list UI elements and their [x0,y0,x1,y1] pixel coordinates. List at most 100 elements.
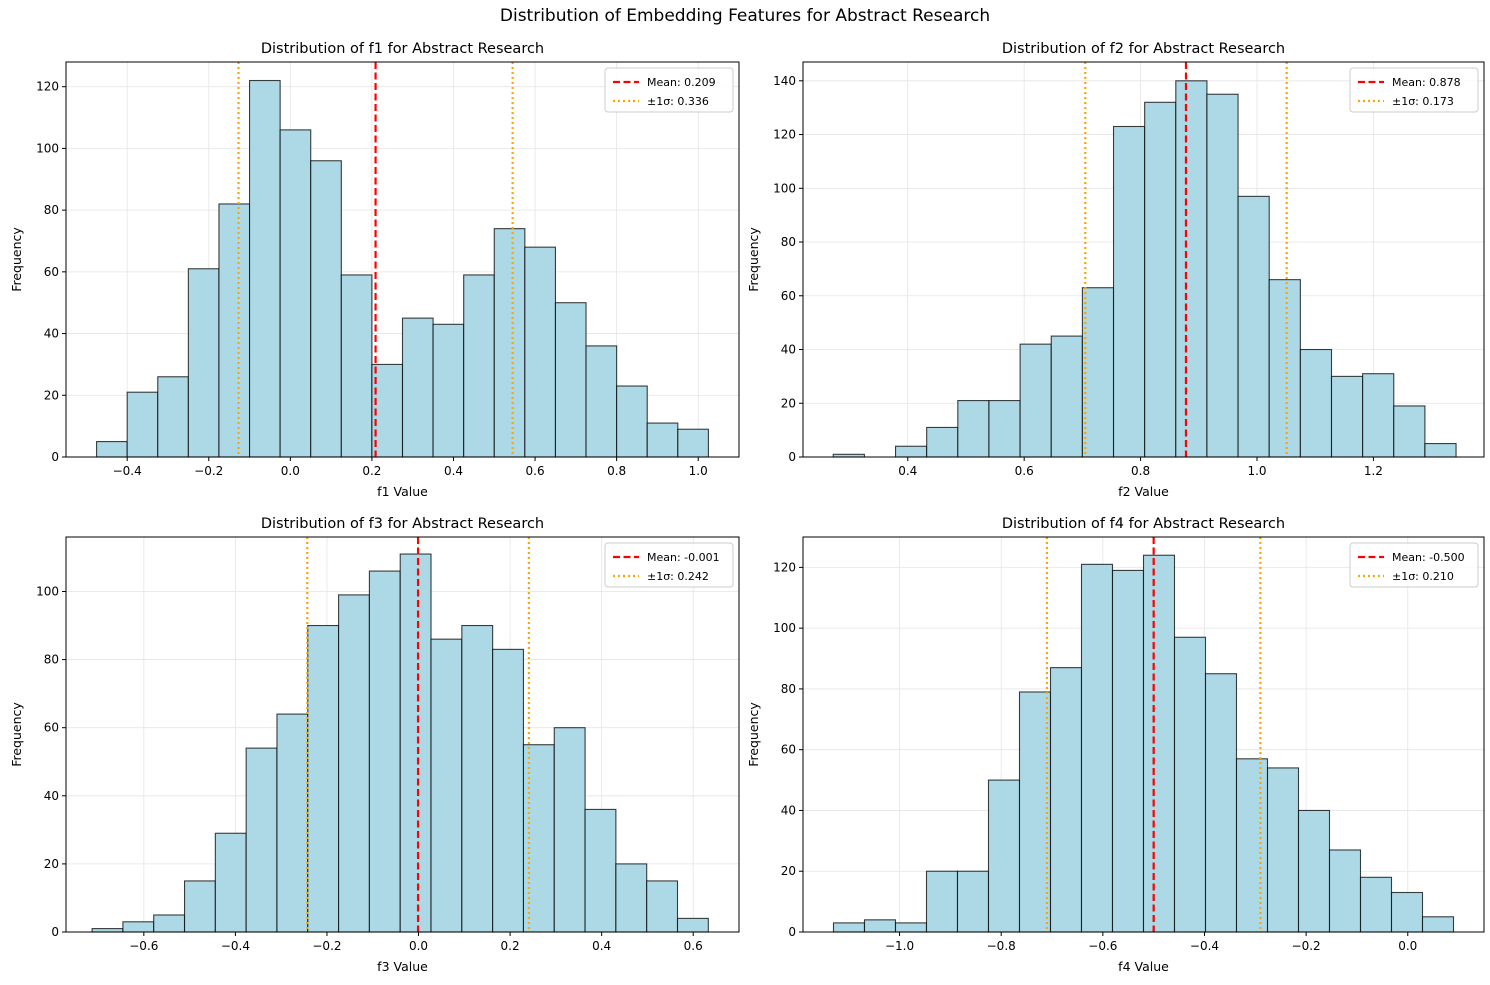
legend-mean-label: Mean: -0.001 [647,551,720,564]
histogram-bar [1268,279,1301,458]
y-tick-label: 0 [788,450,796,464]
y-tick-label: 20 [44,857,59,871]
histogram-bar [279,129,312,458]
histogram-bar [832,922,866,933]
x-tick-label: 0.0 [409,939,428,953]
histogram-bar [1175,80,1208,458]
y-tick-label: 80 [781,682,796,696]
histogram-bar [276,713,309,933]
x-tick-label: 0.4 [444,464,463,478]
x-tick-label: −0.2 [312,939,341,953]
histogram-bar [1237,195,1270,458]
legend-box [1349,67,1479,113]
chart-title: Distribution of f2 for Abstract Research [1002,41,1285,57]
x-tick-label: −0.8 [987,939,1016,953]
y-axis-label: Frequency [9,227,24,292]
histogram-bar [399,553,432,933]
histogram-bar [183,880,216,933]
x-tick-label: −0.4 [221,939,250,953]
histogram-bar [553,727,586,933]
histogram-bar [1204,673,1238,933]
histogram-bar [615,863,648,933]
histogram-bar [430,638,463,933]
axes-frame [65,536,740,933]
histogram-bar [245,747,278,933]
legend-mean-label: Mean: -0.500 [1392,551,1465,564]
x-tick-label: −0.4 [1190,939,1219,953]
histogram-bar [1424,443,1457,458]
histogram-bar [1390,891,1424,933]
y-tick-label: 100 [36,141,59,155]
histogram-f3: −0.6 −0.4 −0.2 0.0 0.2 0.4 0.6 0 20 40 60 80 100 Dist… [9,516,740,974]
histogram-bar [1330,375,1364,458]
histogram-f2: 0.4 0.6 0.8 1.0 1.2 0 20 40 60 80 100 120 140 Distrib… [746,41,1485,499]
x-tick-label: 0.6 [1015,464,1034,478]
y-tick-label: 0 [788,925,796,939]
histogram-bar [307,624,340,933]
y-tick-label: 20 [44,388,59,402]
x-tick-label: 0.4 [898,464,917,478]
histogram-bar [1019,343,1052,458]
axes-frame [802,61,1485,458]
histogram-bar [1111,569,1145,933]
histogram-bar [894,445,928,458]
x-tick-label: 0.6 [526,464,545,478]
histogram-bar [987,779,1021,933]
y-tick-label: 120 [773,128,796,142]
y-tick-label: 40 [44,789,59,803]
x-tick-label: 0.4 [592,939,611,953]
histogram-bar [338,594,370,933]
figure-title: Distribution of Embedding Features for A… [499,6,991,26]
x-tick-label: −0.6 [129,939,158,953]
histogram-bar [554,302,587,458]
histogram-bar [368,570,401,933]
histogram-bar [1362,373,1395,458]
y-tick-label: 120 [773,560,796,574]
histogram-bar [1328,849,1362,933]
histogram-bar [1173,636,1207,933]
chart-title: Distribution of f3 for Abstract Research [261,516,544,532]
y-tick-label: 100 [773,181,796,195]
x-tick-label: −1.0 [885,939,914,953]
x-tick-label: 0.8 [1131,464,1150,478]
legend-box [604,542,734,588]
x-tick-label: 1.0 [1247,464,1266,478]
x-axis-label: f1 Value [377,484,428,499]
histogram-bar [988,400,1021,458]
x-tick-label: 0.6 [684,939,703,953]
y-tick-label: 140 [773,74,796,88]
histogram-bar [1080,563,1114,933]
x-tick-label: 1.2 [1364,464,1383,478]
y-tick-label: 60 [44,721,59,735]
x-tick-label: 0.2 [362,464,381,478]
histogram-bar [926,426,959,458]
chart-title: Distribution of f1 for Abstract Research [261,41,544,57]
histogram-bar [646,422,679,458]
y-axis-label: Frequency [746,227,761,292]
histogram-bar [340,274,373,458]
histogram-bar [248,79,281,458]
histogram-f4: −1.0 −0.8 −0.6 −0.4 −0.2 0.0 0 20 40 60 80 100 120 Di… [746,516,1485,974]
x-tick-label: 0.2 [501,939,520,953]
histogram-bar [96,441,128,458]
histogram-bar [1144,101,1177,458]
x-tick-label: −0.2 [194,464,223,478]
y-tick-label: 20 [781,864,796,878]
histogram-bar [214,832,247,933]
histogram-bar [157,376,189,458]
chart-title: Distribution of f4 for Abstract Research [1002,516,1285,532]
y-tick-label: 80 [44,653,59,667]
histogram-bar [1112,125,1146,458]
legend-box [604,67,734,113]
histogram-bar [1050,335,1083,458]
histogram-bar [493,228,526,458]
histogram-bar [401,317,434,458]
y-tick-label: 20 [781,396,796,410]
histogram-bar [584,808,617,933]
x-axis-label: f3 Value [377,959,428,974]
histogram-bar [1049,667,1083,933]
y-tick-label: 100 [773,621,796,635]
legend-mean-label: Mean: 0.878 [1392,76,1461,89]
x-tick-label: −0.4 [113,464,142,478]
histogram-bar [1206,93,1239,458]
